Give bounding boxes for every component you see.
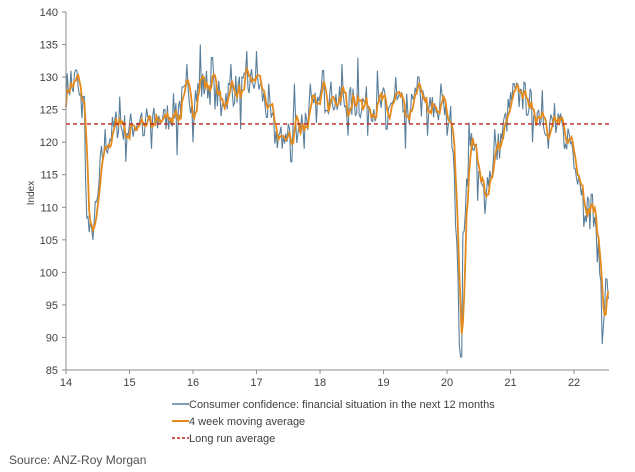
x-tick-label: 20: [441, 377, 453, 389]
legend: Consumer confidence: financial situation…: [172, 399, 495, 445]
x-tick-label: 16: [187, 377, 199, 389]
y-tick-label: 125: [40, 105, 58, 117]
y-tick-label: 110: [40, 202, 58, 214]
y-axis-title: Index: [26, 181, 37, 205]
y-tick-label: 90: [46, 332, 58, 344]
legend-label-series-2: Long run average: [189, 433, 275, 445]
series-line-consumer-confidence: [65, 44, 609, 358]
y-tick-label: 85: [46, 365, 58, 377]
legend-item-series-0: Consumer confidence: financial situation…: [172, 399, 495, 411]
legend-label-series-0: Consumer confidence: financial situation…: [189, 399, 495, 411]
axes: 85 90 95 100 105 110 115 120 125 130 135 140 14 15 16 1…: [40, 7, 609, 389]
legend-item-series-1: 4 week moving average: [172, 416, 305, 428]
legend-label-series-1: 4 week moving average: [189, 416, 305, 428]
x-tick-label: 15: [123, 377, 135, 389]
x-tick-label: 14: [60, 377, 72, 389]
x-tick-label: 18: [314, 377, 326, 389]
y-tick-label: 95: [46, 300, 58, 312]
y-tick-label: 100: [40, 267, 58, 279]
y-tick-label: 115: [40, 170, 58, 182]
series-line-moving-average: [65, 65, 610, 335]
x-tick-label: 21: [504, 377, 516, 389]
y-tick-label: 140: [40, 7, 58, 19]
plot-area: [65, 44, 610, 358]
y-tick-label: 130: [40, 72, 58, 84]
legend-item-series-2: Long run average: [172, 433, 275, 445]
x-tick-label: 19: [377, 377, 389, 389]
y-tick-label: 105: [40, 235, 58, 247]
x-tick-label: 17: [250, 377, 262, 389]
y-tick-label: 135: [40, 40, 58, 52]
source-note: Source: ANZ-Roy Morgan: [9, 453, 147, 467]
y-tick-label: 120: [40, 137, 58, 149]
x-tick-label: 22: [568, 377, 580, 389]
